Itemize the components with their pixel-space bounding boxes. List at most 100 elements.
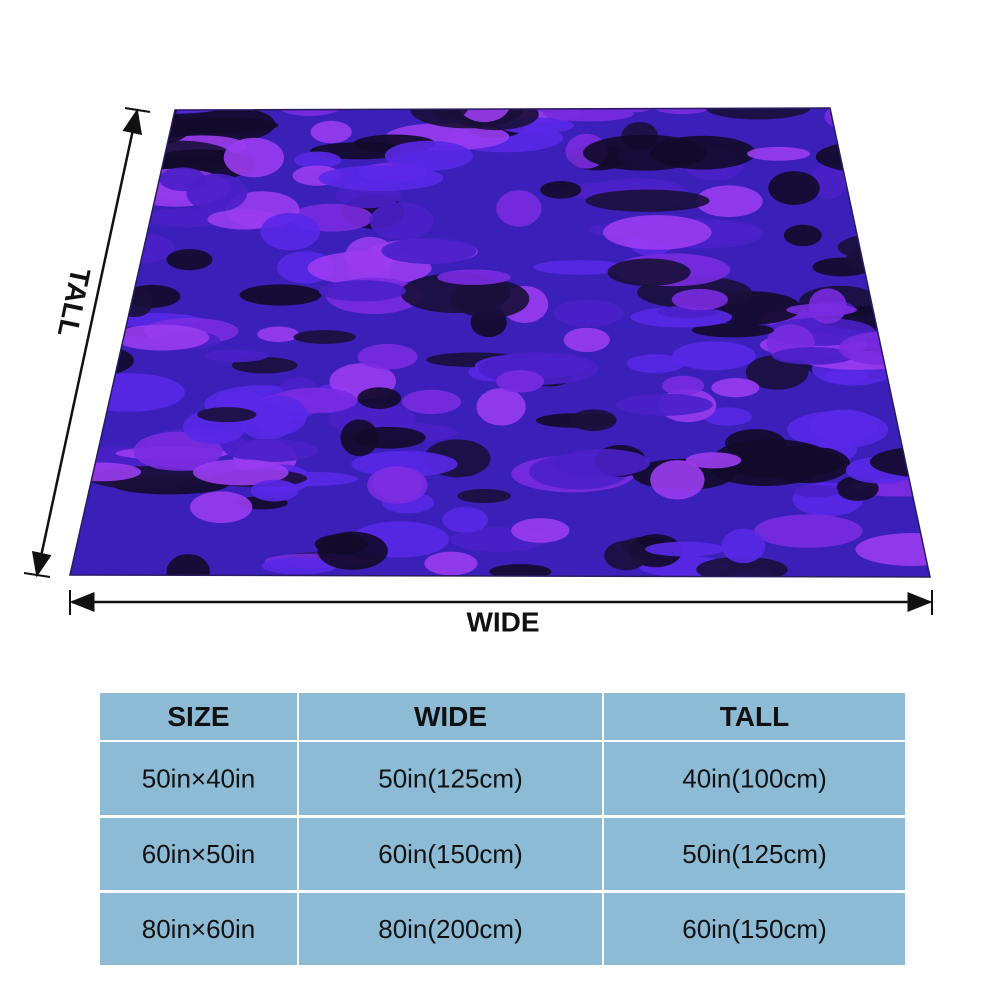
camo-blob [553, 299, 624, 327]
camo-blob [645, 541, 725, 557]
camo-blob [496, 190, 542, 227]
camo-blob [293, 330, 356, 344]
table-cell [604, 818, 905, 890]
cell-text: 60in(150cm) [682, 914, 827, 944]
camo-blob [115, 108, 224, 114]
camo-blob [294, 151, 342, 169]
camo-blob [145, 208, 228, 228]
camo-blob [856, 164, 920, 183]
camo-blob [257, 326, 300, 342]
camo-blob [192, 459, 289, 486]
camo-blob [747, 146, 811, 161]
cell-text: 40in(100cm) [682, 763, 827, 793]
camo-blob [685, 452, 742, 469]
camo-blob [899, 108, 930, 118]
table-cell [299, 742, 602, 815]
camo-blob [843, 168, 897, 195]
camo-blob [489, 564, 552, 577]
camo-blob [862, 244, 930, 271]
camo-blob [585, 189, 710, 212]
camo-blob [367, 466, 428, 504]
camo-blob [511, 518, 570, 543]
camo-blob [239, 284, 322, 306]
camo-blob [650, 460, 705, 500]
camo-blob [124, 148, 162, 182]
camo-blob [166, 554, 210, 577]
table-cell [100, 742, 297, 815]
camo-blob [604, 540, 649, 571]
cell-text: 50in(125cm) [682, 839, 827, 869]
cell-text: 60in×50in [142, 839, 256, 869]
camo-blob [703, 407, 752, 426]
camo-blob [70, 462, 142, 482]
table-cell [604, 742, 905, 815]
camo-blob [70, 342, 134, 379]
camo-blob [874, 307, 930, 336]
camo-blob [786, 303, 858, 316]
wide-label: WIDE [466, 606, 539, 637]
cell-text: 50in×40in [142, 763, 256, 793]
camo-blob [224, 438, 318, 462]
camo-blob [402, 389, 461, 415]
cell-text: 80in×60in [142, 914, 256, 944]
camo-blob [711, 378, 760, 398]
camo-blob [271, 108, 349, 117]
camo-blob [540, 181, 582, 199]
camo-blob [856, 136, 924, 151]
camo-blob [159, 167, 206, 192]
camo-blob [496, 370, 545, 393]
cell-text: 50in(125cm) [378, 763, 523, 793]
table-cell [299, 693, 602, 740]
camo-blob [317, 531, 388, 570]
camo-blob [672, 341, 756, 371]
camo-blob [794, 484, 839, 498]
camo-blob [458, 108, 510, 123]
camo-blob [310, 120, 352, 144]
camo-blob [113, 324, 210, 351]
camo-blob [869, 446, 930, 478]
camo-blob [855, 533, 930, 566]
camo-blob [215, 390, 263, 412]
camo-blob [555, 448, 651, 477]
camo-blob [203, 349, 269, 363]
camo-blob [740, 441, 781, 472]
camo-blob [351, 451, 458, 478]
table-cell [604, 693, 905, 740]
camo-blob [905, 211, 930, 246]
table-cell [299, 818, 602, 890]
camo-blob [159, 93, 251, 107]
camo-blob [251, 395, 308, 436]
size-table: SIZE WIDE TALL 50in×40in 50in(125cm) 40in(100… [100, 693, 905, 965]
camo-blob [424, 551, 478, 576]
camo-blob [261, 557, 338, 575]
camo-blob [190, 491, 253, 524]
camo-blob [223, 137, 284, 178]
camo-blob [695, 185, 763, 218]
camo-blob [429, 108, 469, 119]
camo-blob [745, 354, 809, 390]
table-cell [299, 893, 602, 965]
camo-blob [70, 202, 147, 215]
camo-blob [260, 212, 320, 251]
camo-blob [815, 141, 916, 173]
camo-blob [166, 249, 213, 271]
camo-blob [691, 323, 775, 338]
camo-blob [384, 140, 473, 171]
camo-blob [357, 343, 418, 370]
camo-blob [811, 163, 848, 199]
camo-blob [250, 479, 299, 502]
camo-blob [871, 293, 930, 322]
camo-blob [661, 375, 705, 396]
blanket [70, 93, 930, 577]
camo-blob [906, 404, 930, 436]
camo-blob [442, 506, 489, 533]
camo-blob [705, 108, 811, 120]
camo-blob [100, 232, 176, 264]
camo-blob [653, 108, 712, 115]
camo-blob [97, 194, 148, 221]
camo-blob [533, 260, 626, 275]
camo-blob [603, 215, 712, 250]
camo-blob [721, 528, 766, 564]
camo-blob [351, 426, 426, 449]
